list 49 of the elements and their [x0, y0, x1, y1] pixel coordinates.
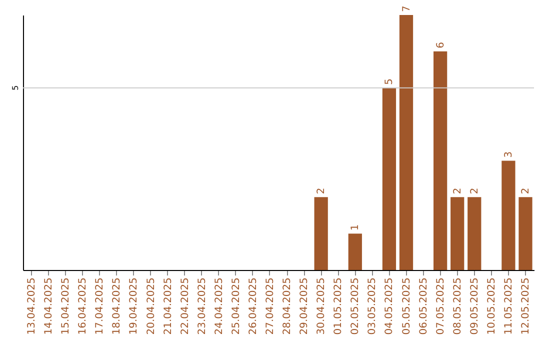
- bar: [399, 15, 414, 270]
- x-tick-label: 08.05.2025: [452, 278, 464, 335]
- x-tick-label: 14.04.2025: [44, 278, 55, 335]
- data-label: 1: [350, 224, 362, 231]
- x-tick-label: 20.04.2025: [146, 278, 157, 335]
- x-tick-label: 25.04.2025: [230, 278, 242, 335]
- x-tick-label: 24.04.2025: [214, 278, 225, 335]
- data-label: 2: [520, 188, 532, 194]
- x-tick-label: 27.04.2025: [264, 278, 276, 335]
- x-tick-label: 12.05.2025: [520, 278, 532, 335]
- x-tick-label: 05.05.2025: [401, 278, 412, 335]
- data-label: 6: [435, 42, 446, 48]
- x-tick-label: 17.04.2025: [94, 278, 106, 335]
- bar: [450, 197, 464, 270]
- data-label: 2: [316, 188, 328, 194]
- bar: [468, 197, 482, 270]
- bar: [518, 197, 532, 270]
- bar: [348, 234, 362, 270]
- data-label: 7: [401, 6, 412, 12]
- data-label: 2: [469, 188, 480, 194]
- x-tick-label: 22.04.2025: [180, 278, 191, 335]
- x-tick-label: 04.05.2025: [384, 278, 396, 335]
- data-label: 5: [384, 78, 396, 85]
- x-tick-label: 02.05.2025: [350, 278, 362, 335]
- x-tick-label: 21.04.2025: [162, 278, 174, 335]
- bar: [382, 88, 396, 270]
- bar: [434, 51, 448, 270]
- x-tick-label: 29.04.2025: [299, 278, 310, 335]
- x-tick-label: 07.05.2025: [435, 278, 446, 335]
- x-tick-label: 06.05.2025: [418, 278, 430, 335]
- ref-line-label: 5: [11, 85, 20, 90]
- data-label: 2: [452, 188, 464, 194]
- x-tick-label: 16.04.2025: [78, 278, 89, 335]
- x-tick-label: 13.04.2025: [26, 278, 38, 335]
- x-tick-label: 23.04.2025: [196, 278, 208, 335]
- x-tick-label: 28.04.2025: [282, 278, 294, 335]
- x-tick-label: 19.04.2025: [128, 278, 140, 335]
- bar: [502, 160, 516, 270]
- x-tick-label: 30.04.2025: [316, 278, 328, 335]
- x-tick-label: 10.05.2025: [486, 278, 498, 335]
- x-tick-label: 18.04.2025: [112, 278, 123, 335]
- x-tick-label: 15.04.2025: [60, 278, 72, 335]
- x-tick-label: 11.05.2025: [503, 278, 514, 335]
- x-tick-label: 01.05.2025: [333, 278, 344, 335]
- x-tick-label: 03.05.2025: [367, 278, 378, 335]
- data-label: 3: [503, 151, 514, 158]
- x-tick-label: 26.04.2025: [248, 278, 259, 335]
- bar: [314, 197, 328, 270]
- x-tick-label: 09.05.2025: [469, 278, 480, 335]
